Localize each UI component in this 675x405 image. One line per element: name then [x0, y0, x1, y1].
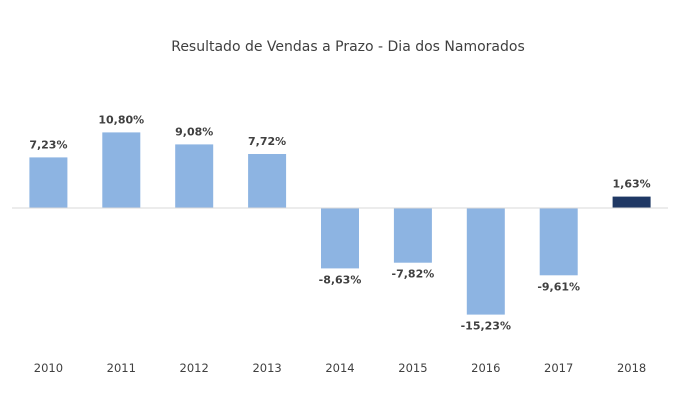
bar-2012 — [175, 144, 214, 208]
x-tick-label-2014: 2014 — [325, 361, 354, 375]
bar-2015 — [393, 208, 432, 263]
bar-2018 — [612, 196, 651, 208]
data-label-2018: 1,63% — [613, 178, 651, 191]
x-tick-label-2016: 2016 — [471, 361, 500, 375]
data-label-2015: -7,82% — [392, 268, 435, 281]
x-tick-label-2012: 2012 — [180, 361, 209, 375]
x-tick-labels-group: 2010 2011 2012 2013 2014 2015 2016 2017 2018 — [34, 361, 646, 375]
data-label-2011: 10,80% — [98, 113, 144, 126]
bar-2016 — [466, 208, 505, 315]
x-tick-label-2010: 2010 — [34, 361, 63, 375]
bars-group — [29, 132, 651, 315]
data-label-2017: -9,61% — [537, 280, 580, 293]
data-label-2014: -8,63% — [319, 273, 362, 286]
data-labels-group: 7,23% 10,80% 9,08% 7,72% -8,63% -7,82% -15,23%… — [29, 113, 650, 332]
bar-2010 — [29, 157, 68, 208]
x-tick-label-2013: 2013 — [252, 361, 281, 375]
bar-2013 — [248, 154, 287, 208]
x-tick-label-2018: 2018 — [617, 361, 646, 375]
chart-title: Resultado de Vendas a Prazo - Dia dos Na… — [171, 39, 525, 55]
x-tick-label-2015: 2015 — [398, 361, 427, 375]
bar-2017 — [539, 208, 578, 276]
x-tick-label-2017: 2017 — [544, 361, 573, 375]
bar-2011 — [102, 132, 141, 208]
data-label-2013: 7,72% — [248, 135, 286, 148]
bar-2014 — [321, 208, 359, 269]
data-label-2012: 9,08% — [175, 125, 213, 138]
data-label-2016: -15,23% — [461, 320, 511, 333]
data-label-2010: 7,23% — [29, 138, 67, 151]
x-tick-label-2011: 2011 — [107, 361, 136, 375]
